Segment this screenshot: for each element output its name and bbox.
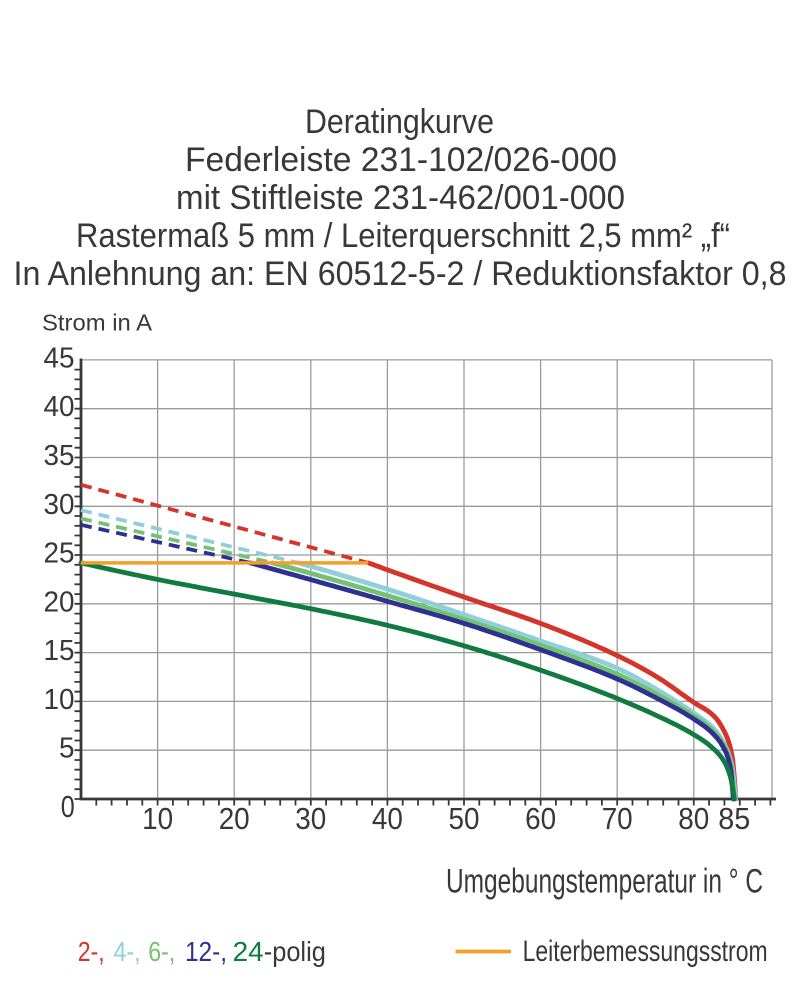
svg-text:6-,: 6-, (148, 936, 175, 967)
svg-text:80: 80 (678, 801, 709, 836)
svg-text:10: 10 (142, 801, 173, 836)
svg-text:Leiterbemessungsstrom: Leiterbemessungsstrom (523, 935, 768, 968)
svg-text:40: 40 (372, 801, 403, 836)
svg-text:25: 25 (44, 538, 75, 570)
svg-text:30: 30 (295, 801, 326, 836)
svg-text:4-,: 4-, (114, 936, 141, 967)
svg-text:70: 70 (602, 801, 633, 836)
svg-text:20: 20 (219, 801, 250, 836)
svg-text:In Anlehnung an: EN 60512-5-2: In Anlehnung an: EN 60512-5-2 / Reduktio… (14, 255, 787, 293)
svg-text:Federleiste 231-102/026-000: Federleiste 231-102/026-000 (185, 141, 617, 179)
svg-text:20: 20 (44, 586, 75, 618)
svg-text:12-,: 12-, (185, 936, 227, 967)
svg-text:-polig: -polig (264, 936, 326, 967)
svg-text:mit Stiftleiste 231-462/001-00: mit Stiftleiste 231-462/001-000 (176, 179, 625, 217)
svg-text:5: 5 (59, 733, 75, 765)
svg-text:30: 30 (44, 489, 75, 521)
svg-text:Strom in A: Strom in A (42, 310, 153, 336)
svg-text:15: 15 (44, 635, 75, 667)
svg-text:60: 60 (525, 801, 556, 836)
svg-text:0: 0 (61, 789, 75, 824)
svg-text:24: 24 (233, 936, 264, 967)
svg-text:10: 10 (44, 684, 75, 716)
svg-text:Deratingkurve: Deratingkurve (305, 103, 494, 141)
svg-text:2-,: 2-, (78, 936, 105, 967)
svg-text:50: 50 (449, 801, 480, 836)
svg-text:Umgebungstemperatur in ° C: Umgebungstemperatur in ° C (446, 863, 763, 901)
svg-text:40: 40 (44, 391, 75, 423)
svg-text:35: 35 (44, 440, 75, 472)
svg-text:45: 45 (44, 342, 75, 374)
svg-text:Rastermaß 5 mm / Leiterquersch: Rastermaß 5 mm / Leiterquerschnitt 2,5 m… (76, 217, 730, 255)
svg-text:85: 85 (718, 801, 750, 836)
